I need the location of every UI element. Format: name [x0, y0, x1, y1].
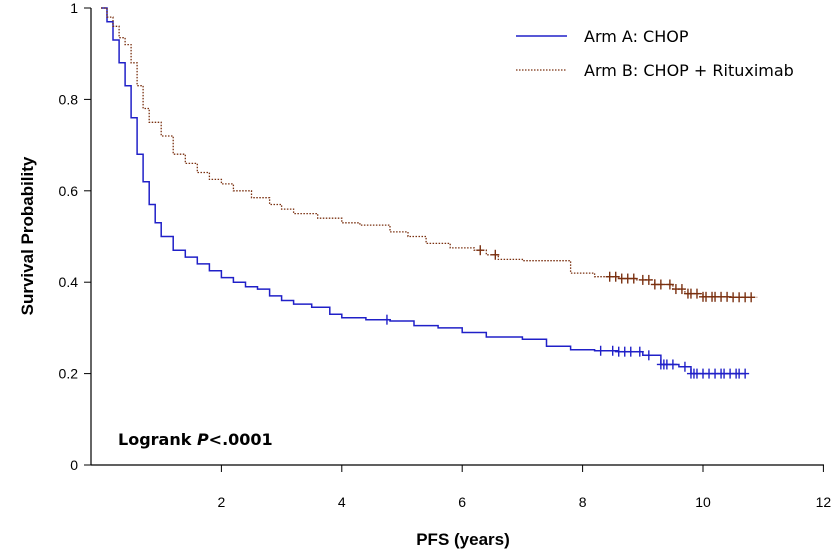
censor-mark [629, 273, 638, 284]
y-tick-label: 0.2 [59, 366, 79, 382]
y-tick-label: 1 [70, 0, 78, 16]
censor-mark [382, 314, 391, 325]
series-arm-b [101, 7, 758, 303]
censor-mark [677, 284, 686, 295]
censor-mark [680, 361, 689, 372]
censor-mark [665, 279, 674, 290]
x-tick-label: 12 [816, 494, 832, 510]
x-ticks: 2 4 6 8 10 12 [218, 465, 832, 510]
series-arm-a [101, 7, 750, 379]
logrank-annotation: Logrank P<.0001 [118, 430, 273, 449]
censor-mark [644, 274, 653, 285]
censor-mark [596, 345, 605, 356]
censor-mark [626, 346, 635, 357]
censor-mark [476, 245, 485, 256]
censor-mark [656, 279, 665, 290]
x-tick-label: 4 [338, 494, 346, 510]
legend-label-arm-b: Arm B: CHOP + Rituximab [584, 61, 794, 80]
censor-mark [608, 345, 617, 356]
censor-mark [668, 359, 677, 370]
y-tick-label: 0.6 [59, 183, 79, 199]
y-ticks: 0 0.2 0.4 0.6 0.8 1 [59, 0, 91, 473]
y-axis-title: Survival Probability [18, 156, 37, 315]
x-tick-label: 2 [218, 494, 226, 510]
series-layer [101, 7, 758, 379]
y-tick-label: 0.8 [59, 91, 79, 107]
censor-mark [611, 271, 620, 282]
km-curve [101, 7, 746, 375]
x-tick-label: 6 [458, 494, 466, 510]
censor-mark [491, 249, 500, 260]
censor-mark [692, 288, 701, 299]
censor-mark [747, 292, 756, 303]
km-curve [101, 7, 758, 298]
censor-mark [644, 350, 653, 361]
x-tick-label: 8 [579, 494, 587, 510]
legend-label-arm-a: Arm A: CHOP [584, 27, 689, 46]
censor-mark [741, 368, 750, 379]
y-tick-label: 0 [70, 457, 78, 473]
x-tick-label: 10 [695, 494, 711, 510]
x-axis-title: PFS (years) [416, 530, 510, 549]
legend: Arm A: CHOP Arm B: CHOP + Rituximab [516, 27, 794, 80]
y-tick-label: 0.4 [59, 274, 79, 290]
censor-mark [635, 346, 644, 357]
